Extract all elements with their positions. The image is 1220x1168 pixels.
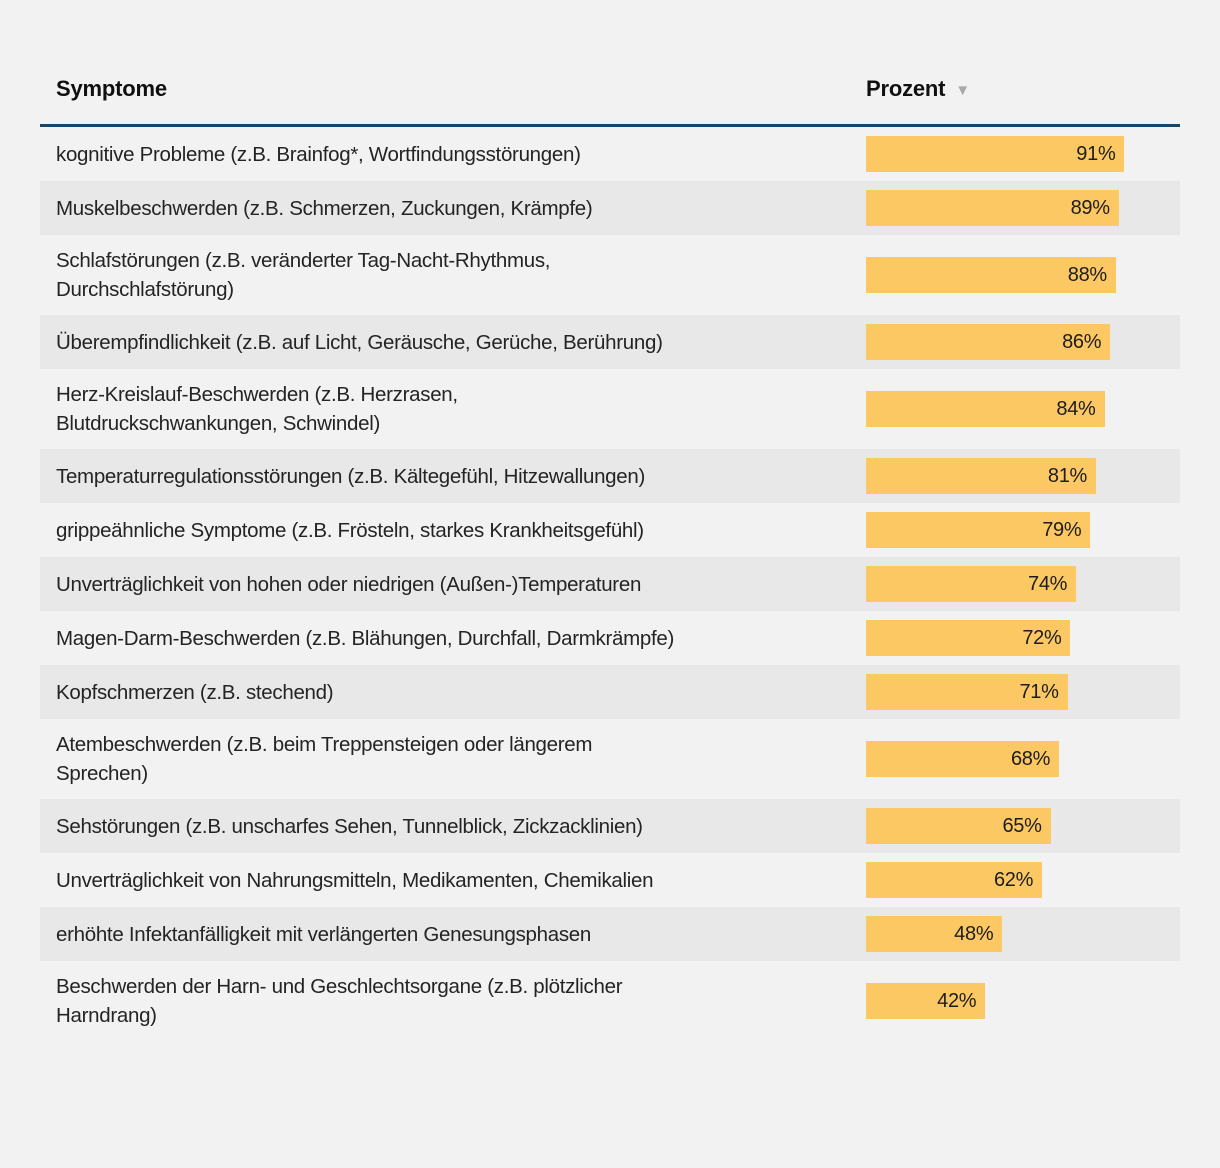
column-header-symptome[interactable]: Symptome	[56, 76, 167, 101]
table-row: Unverträglichkeit von hohen oder niedrig…	[40, 557, 1180, 611]
bar-area: 42%	[866, 983, 1150, 1019]
bar-area: 68%	[866, 741, 1150, 777]
symptom-label: Unverträglichkeit von Nahrungsmitteln, M…	[56, 868, 654, 892]
percent-cell: 62%	[866, 862, 1180, 898]
percent-bar: 79%	[866, 512, 1091, 548]
percent-cell: 84%	[866, 391, 1180, 427]
symptom-label: Überempfindlichkeit (z.B. auf Licht, Ger…	[56, 330, 663, 354]
percent-bar: 42%	[866, 983, 986, 1019]
bar-area: 86%	[866, 324, 1150, 360]
percent-value: 84%	[1056, 397, 1096, 420]
symptoms-bar-table: Symptome Prozent ▼ kognitive Probleme (z…	[40, 66, 1180, 1041]
percent-bar: 65%	[866, 808, 1051, 844]
percent-cell: 88%	[866, 257, 1180, 293]
percent-cell: 86%	[866, 324, 1180, 360]
percent-bar: 89%	[866, 190, 1119, 226]
table-row: Herz-Kreislauf-Beschwerden (z.B. Herzras…	[40, 369, 1180, 449]
table-row: Kopfschmerzen (z.B. stechend) 71%	[40, 665, 1180, 719]
percent-cell: 89%	[866, 190, 1180, 226]
percent-value: 74%	[1028, 572, 1068, 595]
percent-value: 91%	[1076, 142, 1116, 165]
percent-cell: 81%	[866, 458, 1180, 494]
percent-bar: 86%	[866, 324, 1111, 360]
percent-value: 81%	[1047, 464, 1088, 487]
percent-cell: 68%	[866, 741, 1180, 777]
percent-value: 72%	[1022, 626, 1062, 649]
table-row: Schlafstörungen (z.B. veränderter Tag-Na…	[40, 235, 1180, 315]
column-header-prozent[interactable]: Prozent ▼	[866, 76, 1180, 102]
percent-value: 62%	[993, 868, 1034, 891]
symptom-label: Sehstörungen (z.B. unscharfes Sehen, Tun…	[56, 814, 643, 838]
table-row: Überempfindlichkeit (z.B. auf Licht, Ger…	[40, 315, 1180, 369]
symptom-label: Muskelbeschwerden (z.B. Schmerzen, Zucku…	[56, 196, 593, 220]
bar-area: 65%	[866, 808, 1150, 844]
percent-cell: 74%	[866, 566, 1180, 602]
percent-value: 79%	[1042, 518, 1082, 541]
bar-area: 62%	[866, 862, 1150, 898]
percent-value: 68%	[1010, 747, 1051, 770]
bar-area: 74%	[866, 566, 1150, 602]
percent-value: 88%	[1067, 263, 1107, 286]
bar-area: 81%	[866, 458, 1150, 494]
percent-cell: 65%	[866, 808, 1180, 844]
table-body: kognitive Probleme (z.B. Brainfog*, Wort…	[40, 127, 1180, 1041]
bar-area: 48%	[866, 916, 1150, 952]
percent-bar: 91%	[866, 136, 1125, 172]
percent-cell: 71%	[866, 674, 1180, 710]
percent-bar: 68%	[866, 741, 1060, 777]
percent-value: 48%	[954, 922, 994, 945]
symptom-label: Herz-Kreislauf-Beschwerden (z.B. Herzras…	[56, 383, 458, 435]
percent-bar: 48%	[866, 916, 1003, 952]
page: { "colors": { "background": "#f1f2f1", "…	[0, 66, 1220, 1168]
symptom-label: Temperaturregulationsstörungen (z.B. Käl…	[56, 464, 646, 488]
bar-area: 71%	[866, 674, 1150, 710]
percent-bar: 74%	[866, 566, 1077, 602]
percent-cell: 79%	[866, 512, 1180, 548]
percent-cell: 91%	[866, 136, 1180, 172]
table-header-row: Symptome Prozent ▼	[40, 66, 1180, 127]
bar-area: 89%	[866, 190, 1150, 226]
table-row: Magen-Darm-Beschwerden (z.B. Blähungen, …	[40, 611, 1180, 665]
percent-value: 42%	[937, 989, 977, 1012]
percent-cell: 42%	[866, 983, 1180, 1019]
table-row: erhöhte Infektanfälligkeit mit verlänger…	[40, 907, 1180, 961]
symptom-label: Beschwerden der Harn- und Geschlechtsorg…	[56, 975, 623, 1027]
percent-value: 71%	[1019, 680, 1059, 703]
symptom-label: grippeähnliche Symptome (z.B. Frösteln, …	[56, 518, 644, 542]
percent-bar: 72%	[866, 620, 1071, 656]
symptom-label: Unverträglichkeit von hohen oder niedrig…	[56, 572, 642, 596]
table-row: kognitive Probleme (z.B. Brainfog*, Wort…	[40, 127, 1180, 181]
percent-bar: 62%	[866, 862, 1043, 898]
symptom-label: Kopfschmerzen (z.B. stechend)	[56, 680, 334, 704]
table-row: Temperaturregulationsstörungen (z.B. Käl…	[40, 449, 1180, 503]
percent-bar: 84%	[866, 391, 1105, 427]
sort-descending-icon[interactable]: ▼	[955, 81, 970, 99]
symptom-label: erhöhte Infektanfälligkeit mit verlänger…	[56, 922, 592, 946]
bar-area: 91%	[866, 136, 1150, 172]
column-header-prozent-label: Prozent	[866, 76, 946, 101]
symptom-label: Schlafstörungen (z.B. veränderter Tag-Na…	[56, 249, 551, 301]
percent-value: 86%	[1062, 330, 1102, 353]
symptom-label: Magen-Darm-Beschwerden (z.B. Blähungen, …	[56, 626, 674, 650]
table-row: Muskelbeschwerden (z.B. Schmerzen, Zucku…	[40, 181, 1180, 235]
bar-area: 84%	[866, 391, 1150, 427]
percent-cell: 48%	[866, 916, 1180, 952]
table-row: Atembeschwerden (z.B. beim Treppensteige…	[40, 719, 1180, 799]
bar-area: 79%	[866, 512, 1150, 548]
table-row: grippeähnliche Symptome (z.B. Frösteln, …	[40, 503, 1180, 557]
table-row: Unverträglichkeit von Nahrungsmitteln, M…	[40, 853, 1180, 907]
table-row: Sehstörungen (z.B. unscharfes Sehen, Tun…	[40, 799, 1180, 853]
percent-cell: 72%	[866, 620, 1180, 656]
bar-area: 88%	[866, 257, 1150, 293]
bar-area: 72%	[866, 620, 1150, 656]
percent-value: 65%	[1002, 814, 1042, 837]
table-row: Beschwerden der Harn- und Geschlechtsorg…	[40, 961, 1180, 1041]
percent-bar: 71%	[866, 674, 1068, 710]
percent-bar: 81%	[866, 458, 1097, 494]
symptom-label: kognitive Probleme (z.B. Brainfog*, Wort…	[56, 142, 581, 166]
percent-bar: 88%	[866, 257, 1116, 293]
percent-value: 89%	[1070, 196, 1110, 219]
symptom-label: Atembeschwerden (z.B. beim Treppensteige…	[56, 733, 593, 785]
